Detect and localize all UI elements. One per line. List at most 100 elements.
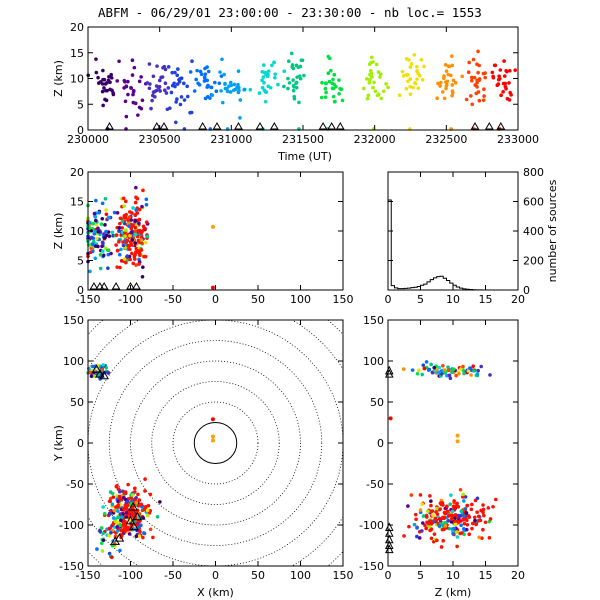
source-point bbox=[453, 522, 458, 527]
source-point bbox=[115, 529, 120, 533]
station-marker bbox=[152, 122, 162, 130]
source-point bbox=[493, 497, 498, 502]
source-point bbox=[140, 204, 144, 209]
source-point bbox=[430, 520, 435, 525]
source-point bbox=[142, 507, 147, 512]
source-point bbox=[302, 73, 306, 78]
source-point bbox=[233, 87, 238, 92]
source-point bbox=[502, 59, 506, 63]
z-y-xlabel: Z (km) bbox=[435, 586, 472, 599]
source-point bbox=[97, 210, 101, 215]
x-y-xlabel: X (km) bbox=[197, 586, 234, 599]
x-tick-label: 15 bbox=[479, 293, 493, 306]
source-point bbox=[326, 54, 331, 59]
source-point bbox=[330, 81, 334, 85]
x-tick-label: 231500 bbox=[282, 133, 324, 146]
source-point bbox=[452, 499, 456, 503]
source-point bbox=[441, 539, 446, 543]
source-point bbox=[192, 89, 197, 93]
source-point bbox=[411, 85, 415, 90]
source-point bbox=[248, 87, 253, 92]
source-point bbox=[368, 72, 372, 77]
source-point bbox=[205, 85, 210, 89]
source-point bbox=[144, 197, 149, 202]
source-point bbox=[412, 522, 417, 527]
source-point bbox=[155, 64, 159, 68]
x-tick-label: 100 bbox=[290, 293, 311, 306]
source-point bbox=[330, 86, 335, 91]
source-point bbox=[404, 86, 409, 91]
source-point bbox=[497, 76, 502, 81]
source-point bbox=[94, 70, 99, 75]
source-point bbox=[414, 517, 418, 522]
source-point bbox=[437, 507, 442, 512]
source-point bbox=[116, 499, 120, 504]
source-point bbox=[296, 65, 301, 70]
source-point bbox=[116, 487, 121, 491]
source-point bbox=[220, 57, 224, 62]
source-point bbox=[130, 493, 135, 497]
source-point bbox=[122, 257, 127, 261]
y-tick-label: 10 bbox=[70, 73, 84, 86]
source-point bbox=[455, 439, 460, 444]
source-point bbox=[450, 63, 455, 68]
source-point bbox=[426, 509, 430, 514]
source-point bbox=[332, 99, 337, 104]
source-point bbox=[431, 513, 435, 518]
source-point bbox=[117, 229, 121, 234]
station-marker bbox=[99, 282, 109, 290]
source-point bbox=[476, 70, 480, 75]
station-marker bbox=[110, 536, 121, 545]
source-point bbox=[428, 494, 432, 498]
source-point bbox=[238, 98, 243, 102]
source-point bbox=[415, 526, 419, 530]
source-point bbox=[455, 544, 459, 549]
source-point bbox=[444, 80, 448, 84]
source-point bbox=[300, 58, 305, 63]
source-point bbox=[450, 370, 454, 375]
source-point bbox=[404, 57, 409, 61]
source-point bbox=[100, 89, 105, 94]
source-point bbox=[449, 493, 453, 497]
source-point bbox=[369, 68, 373, 73]
source-point bbox=[166, 65, 171, 69]
source-point bbox=[493, 63, 498, 68]
source-point bbox=[104, 229, 108, 234]
source-point bbox=[206, 69, 211, 74]
x-tick-label: 230000 bbox=[67, 133, 109, 146]
source-point bbox=[443, 63, 448, 67]
source-point bbox=[473, 83, 477, 87]
source-point bbox=[323, 86, 328, 91]
source-point bbox=[319, 95, 324, 100]
station-marker bbox=[132, 282, 141, 290]
source-point bbox=[397, 93, 402, 98]
source-point bbox=[134, 185, 138, 190]
source-point bbox=[476, 514, 481, 519]
source-point bbox=[480, 536, 484, 540]
source-point bbox=[94, 198, 98, 203]
source-point bbox=[141, 535, 145, 540]
source-point bbox=[401, 74, 406, 78]
station-marker bbox=[95, 369, 105, 378]
station-marker bbox=[114, 533, 125, 542]
source-point bbox=[264, 90, 269, 94]
source-point bbox=[415, 64, 419, 69]
source-point bbox=[100, 549, 105, 553]
source-point bbox=[139, 238, 144, 242]
source-point bbox=[107, 74, 111, 79]
source-point bbox=[413, 81, 418, 86]
source-point bbox=[102, 511, 107, 516]
source-point bbox=[137, 105, 142, 110]
source-point bbox=[236, 90, 241, 95]
source-point bbox=[488, 517, 493, 521]
source-point bbox=[435, 96, 439, 101]
source-point bbox=[400, 69, 405, 74]
source-point bbox=[337, 92, 341, 96]
source-point bbox=[101, 241, 105, 245]
source-point bbox=[505, 69, 509, 74]
source-point bbox=[133, 219, 138, 223]
source-point bbox=[111, 495, 116, 499]
time-height-frame bbox=[87, 26, 519, 131]
source-point bbox=[149, 106, 153, 111]
